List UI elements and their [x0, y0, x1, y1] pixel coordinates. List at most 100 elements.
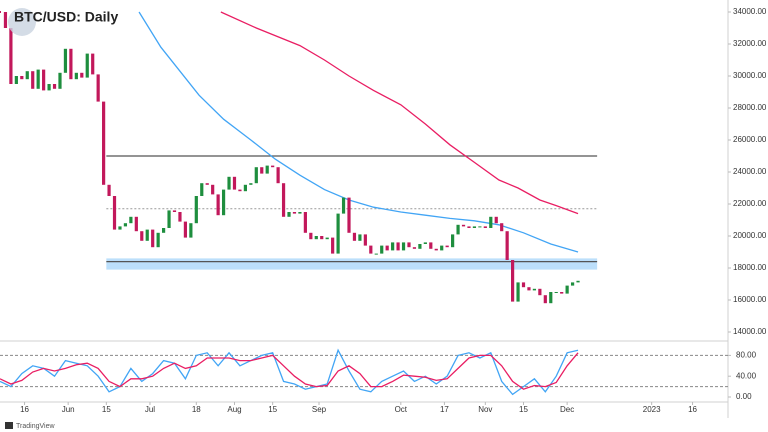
- candle: [25, 71, 29, 80]
- candle: [183, 221, 188, 238]
- candle: [145, 229, 149, 241]
- candle: [478, 226, 482, 228]
- candle: [31, 71, 35, 89]
- candle: [74, 72, 78, 80]
- candle: [298, 212, 302, 214]
- candle: [161, 228, 166, 233]
- candle: [320, 236, 324, 240]
- candle: [58, 72, 62, 89]
- candle: [287, 212, 291, 217]
- candle: [391, 242, 395, 251]
- oscillator-line: [0, 348, 579, 396]
- candle: [292, 212, 297, 214]
- candle: [565, 285, 569, 294]
- candle: [118, 226, 122, 230]
- y-tick-label: 16000.00: [733, 295, 767, 304]
- x-tick-label: 18: [192, 405, 201, 414]
- candle: [401, 242, 406, 251]
- x-tick-label: Aug: [227, 405, 241, 414]
- candle: [260, 167, 264, 174]
- candle: [102, 101, 106, 185]
- candle: [538, 288, 542, 296]
- candle: [532, 288, 537, 291]
- oscillator-line: [0, 352, 579, 390]
- candle: [151, 229, 155, 248]
- candle: [129, 216, 133, 224]
- y-tick-label: 30000.00: [733, 71, 767, 80]
- candle: [521, 282, 526, 288]
- candle: [42, 69, 46, 91]
- candle: [271, 165, 275, 168]
- candle: [467, 226, 471, 228]
- candle: [140, 231, 144, 241]
- candle: [314, 236, 318, 240]
- candle: [418, 244, 422, 249]
- x-tick-label: 2023: [643, 405, 661, 414]
- candle: [243, 184, 247, 192]
- candle: [396, 242, 400, 251]
- candle: [576, 280, 580, 283]
- x-tick-label: Nov: [478, 405, 492, 414]
- candle: [276, 167, 280, 184]
- candle: [265, 165, 269, 174]
- x-tick-label: 15: [102, 405, 111, 414]
- candle: [63, 48, 68, 73]
- candle: [385, 245, 389, 251]
- candle: [510, 260, 515, 302]
- candle: [254, 167, 258, 184]
- candle: [336, 213, 340, 254]
- candle: [156, 232, 160, 248]
- x-tick-label: Dec: [560, 405, 574, 414]
- candle: [440, 245, 444, 251]
- y-tick-label: 34000.00: [733, 7, 767, 16]
- candle: [570, 282, 575, 286]
- candle: [232, 176, 237, 190]
- candle: [249, 183, 253, 185]
- candle: [380, 245, 384, 254]
- candle: [178, 212, 182, 222]
- candle: [472, 226, 477, 228]
- candle: [505, 231, 509, 260]
- candle: [549, 292, 553, 304]
- candle: [352, 232, 357, 241]
- x-tick-label: Jul: [145, 405, 155, 414]
- x-tick-label: 16: [20, 405, 29, 414]
- y-tick-label: 14000.00: [733, 327, 767, 336]
- candle: [494, 216, 498, 224]
- candle: [483, 226, 487, 228]
- candle: [9, 28, 13, 84]
- candle: [227, 176, 231, 190]
- candle: [36, 69, 40, 89]
- logo: [8, 8, 36, 36]
- candle: [189, 223, 193, 238]
- x-tick-label: 15: [268, 405, 277, 414]
- osc-y-tick-label: 0.00: [736, 392, 752, 401]
- candle: [451, 234, 455, 248]
- candle: [445, 245, 449, 248]
- y-tick-label: 32000.00: [733, 39, 767, 48]
- watermark: TradingView: [16, 423, 55, 430]
- candle: [123, 223, 128, 227]
- candle: [374, 253, 378, 255]
- candle: [500, 223, 504, 232]
- candle: [91, 53, 95, 75]
- candle: [347, 197, 351, 233]
- chart-title: BTC/USD: Daily: [14, 9, 118, 25]
- candle: [461, 224, 466, 227]
- candle: [167, 210, 171, 228]
- watermark-logo: [5, 422, 13, 429]
- osc-y-tick-label: 80.00: [736, 351, 757, 360]
- candle: [554, 292, 558, 293]
- candle: [216, 194, 220, 216]
- candle: [194, 196, 198, 224]
- y-tick-label: 28000.00: [733, 103, 767, 112]
- candle: [69, 48, 73, 80]
- x-tick-label: 15: [519, 405, 528, 414]
- candle: [3, 12, 8, 28]
- candle: [238, 189, 242, 192]
- candle: [85, 53, 89, 78]
- candle: [358, 234, 362, 241]
- candle: [369, 245, 373, 254]
